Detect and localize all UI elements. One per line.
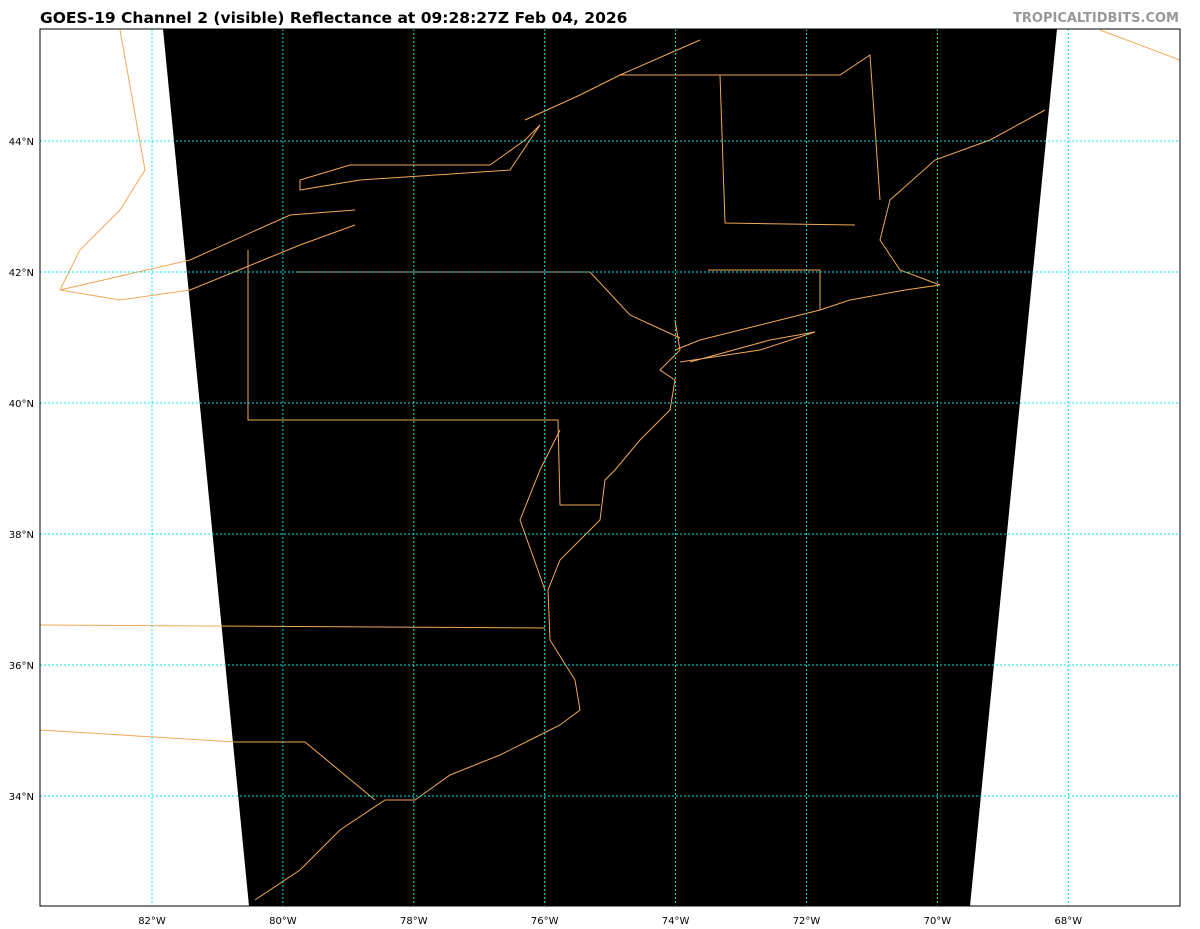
lon-label: 72°W xyxy=(793,916,821,927)
map-title: GOES-19 Channel 2 (visible) Reflectance … xyxy=(40,9,628,27)
coastlines xyxy=(40,29,1180,901)
lon-label: 82°W xyxy=(138,916,166,927)
lat-label: 44°N xyxy=(9,137,34,148)
map-frame xyxy=(39,28,1181,907)
lat-label: 42°N xyxy=(9,268,34,279)
lat-label: 40°N xyxy=(9,399,34,410)
credit-watermark: TROPICALTIDBITS.COM xyxy=(1013,11,1179,26)
graticule xyxy=(40,29,1180,906)
lon-label: 74°W xyxy=(662,916,690,927)
lat-label: 36°N xyxy=(9,661,34,672)
lat-label: 38°N xyxy=(9,530,34,541)
lat-label: 34°N xyxy=(9,792,34,803)
lon-label: 78°W xyxy=(400,916,428,927)
lon-label: 70°W xyxy=(924,916,952,927)
satellite-swath xyxy=(163,29,1057,906)
lon-label: 80°W xyxy=(269,916,297,927)
lon-label: 68°W xyxy=(1054,916,1082,927)
lon-label: 76°W xyxy=(531,916,559,927)
